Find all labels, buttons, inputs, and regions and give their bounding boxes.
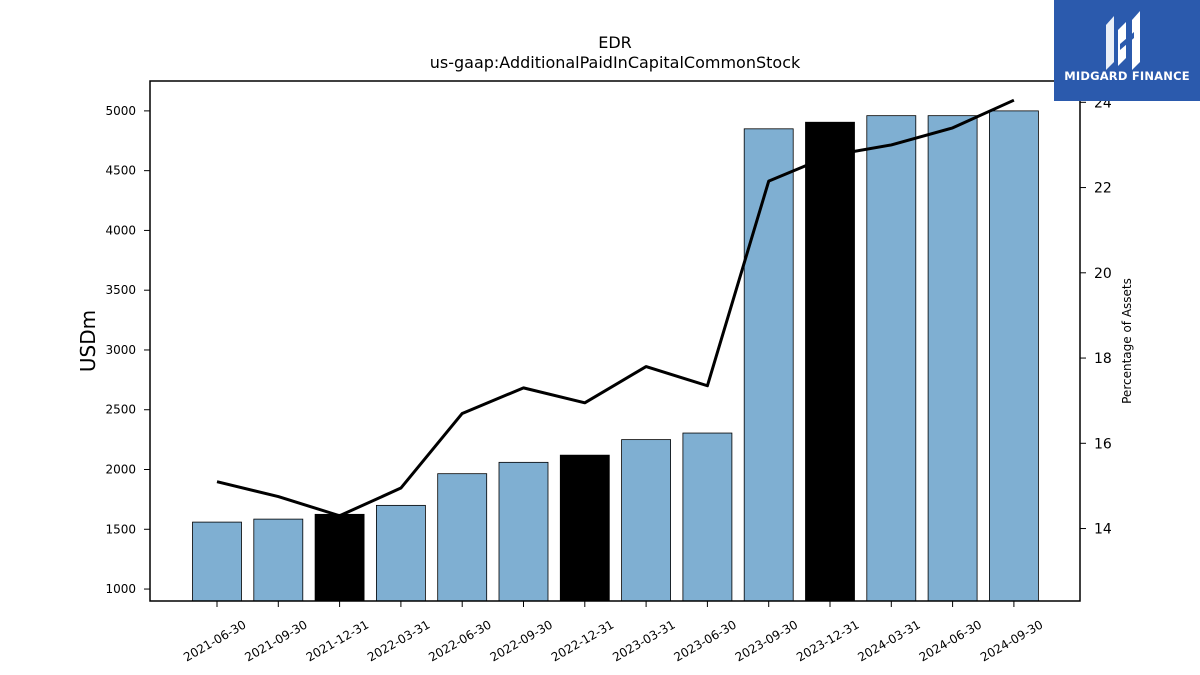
plot-frame (149, 80, 1081, 602)
midgard-logo-icon (1106, 11, 1140, 70)
x-tick-label: 2021-06-30 (181, 617, 248, 664)
chart-title: EDR (598, 33, 632, 52)
right-tick-label: 18 (1094, 351, 1112, 367)
line-group (216, 98, 1015, 518)
x-tick-label: 2023-12-31 (794, 617, 861, 664)
x-tick-label: 2023-09-30 (733, 617, 800, 664)
bar (192, 521, 242, 602)
left-tick-label: 4500 (105, 164, 136, 178)
x-tick-label: 2022-09-30 (488, 617, 555, 664)
left-tick-label: 4000 (105, 223, 136, 237)
series-line (216, 98, 1015, 518)
x-tick-label: 2022-03-31 (365, 617, 432, 664)
left-tick-label: 5000 (105, 104, 136, 118)
bar (989, 110, 1039, 602)
left-tick-label: 3000 (105, 343, 136, 357)
x-tick-label: 2023-06-30 (671, 617, 738, 664)
bar (866, 115, 917, 602)
left-tick-label: 1500 (105, 522, 136, 536)
right-tick-label: 16 (1094, 436, 1112, 452)
logo: MIDGARD FINANCE (1054, 0, 1200, 101)
bar (743, 128, 794, 602)
x-tick-label: 2021-09-30 (242, 617, 309, 664)
bar (927, 115, 978, 602)
x-axis-ticks: 2021-06-302021-09-302021-12-312022-03-31… (181, 601, 1045, 664)
x-tick-label: 2023-03-31 (610, 617, 677, 664)
left-tick-label: 2000 (105, 463, 136, 477)
bars-group (192, 110, 1039, 602)
left-tick-label: 2500 (105, 403, 136, 417)
bar (621, 439, 671, 602)
bar (682, 432, 733, 602)
bar (498, 461, 549, 602)
bar (437, 473, 488, 602)
x-tick-label: 2022-12-31 (549, 617, 616, 664)
right-tick-label: 22 (1094, 181, 1112, 197)
x-tick-label: 2024-09-30 (978, 617, 1045, 664)
x-tick-label: 2024-03-31 (855, 617, 922, 664)
bar (375, 504, 426, 602)
left-tick-label: 3500 (105, 283, 136, 297)
left-axis-ticks: 1000 1500 2000 2500 3000 3500 4000 4500 5000 (105, 104, 150, 596)
left-tick-label: 1000 (105, 582, 136, 596)
bar (805, 121, 855, 602)
bar (253, 518, 304, 602)
x-tick-label: 2024-06-30 (917, 617, 984, 664)
chart-subtitle: us-gaap:AdditionalPaidInCapitalCommonSto… (430, 53, 801, 72)
logo-brand-text: MIDGARD FINANCE (1064, 69, 1190, 83)
bar (559, 454, 610, 602)
bar (314, 513, 365, 602)
x-tick-label: 2022-06-30 (426, 617, 493, 664)
right-tick-label: 20 (1094, 266, 1112, 282)
y-axis-label-right: Percentage of Assets (1120, 278, 1134, 404)
y-axis-label: USDm (76, 310, 100, 372)
right-tick-label: 14 (1094, 522, 1112, 538)
x-tick-label: 2021-12-31 (304, 617, 371, 664)
